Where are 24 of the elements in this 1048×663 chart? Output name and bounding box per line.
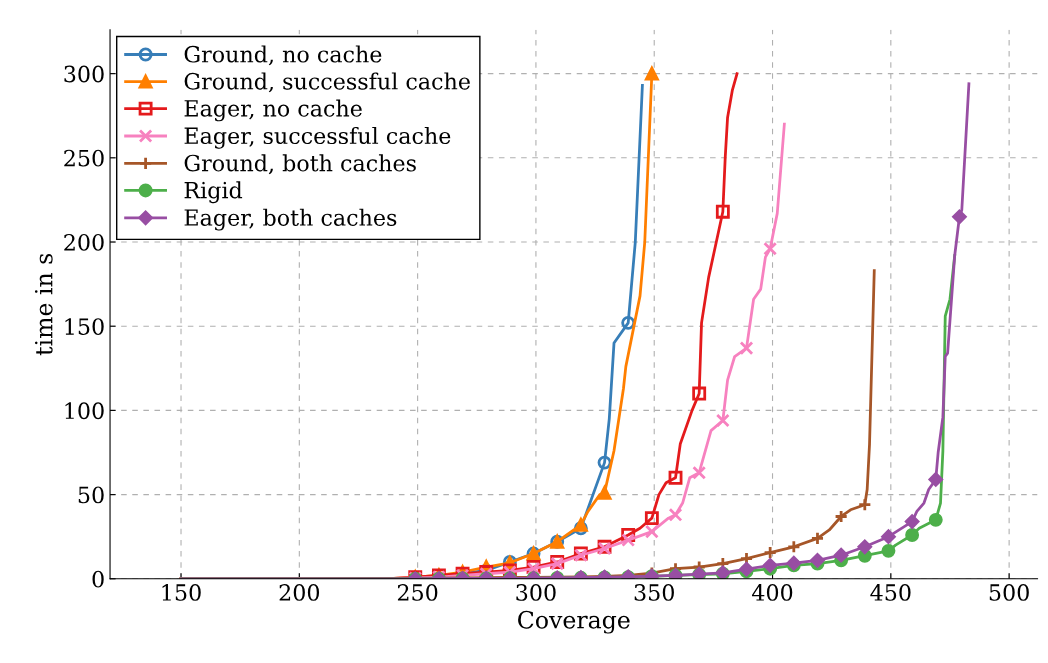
y-tick-label: 150 [65,318,104,335]
y-axis-title: time in s [34,253,53,356]
x-tick-label: 150 [162,584,201,601]
y-tick-label: 100 [65,402,104,420]
x-tick-label: 450 [870,584,911,601]
y-tick-label: 200 [64,233,104,251]
x-tick-label: 500 [989,584,1029,601]
x-tick-label: 250 [397,584,438,601]
x-tick-label: 200 [279,584,320,601]
legend-label: Ground, successful cache [184,72,470,93]
legend-label: Ground, no cache [184,45,382,66]
x-axis-title: Coverage [518,610,630,634]
x-tick-label: 300 [516,584,556,601]
legend-label: Eager, both caches [184,208,397,231]
legend-label: Rigid [184,181,243,204]
x-tick-label: 400 [752,584,793,601]
y-tick-label: 0 [92,570,104,588]
y-tick-label: 300 [64,65,104,83]
legend-label: Ground, both caches [184,154,416,175]
y-tick-label: 50 [78,486,104,504]
x-tick-label: 350 [634,584,674,601]
legend-label: Eager, successful cache [184,126,451,149]
legend-label: Eager, no cache [184,99,362,122]
y-tick-label: 250 [64,149,104,167]
